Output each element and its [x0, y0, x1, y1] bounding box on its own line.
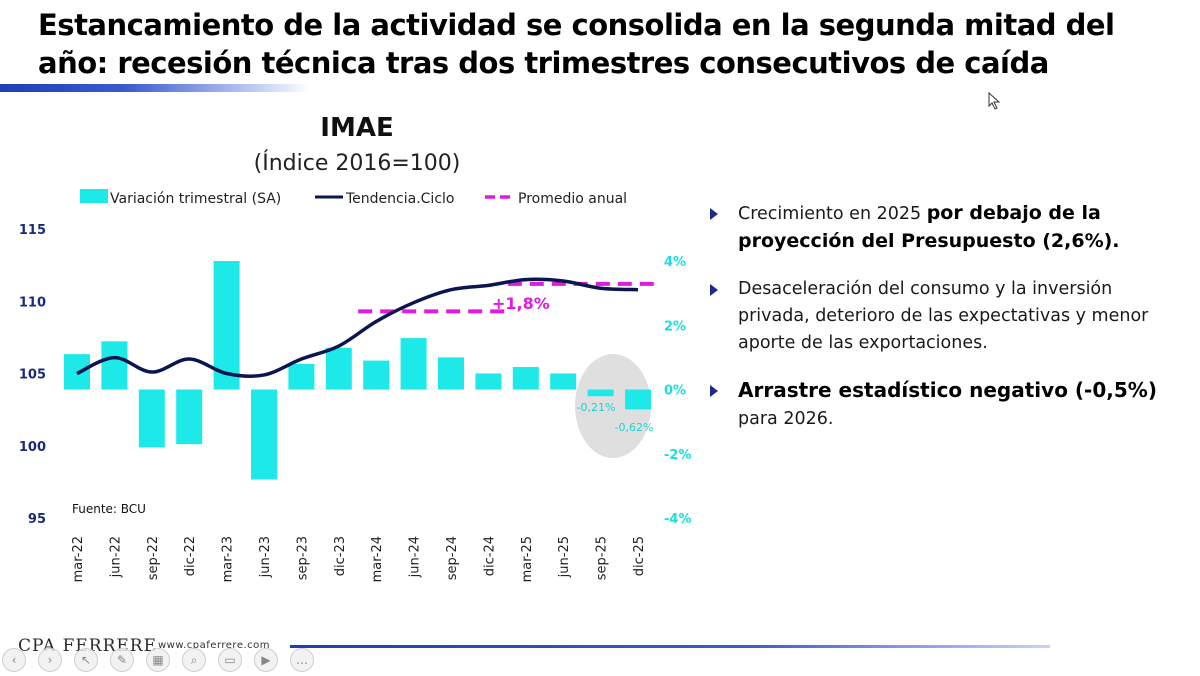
- x-tick-label-mar-25: mar-25: [520, 536, 535, 582]
- x-tick-label-jun-24: jun-24: [408, 536, 423, 578]
- trend-line: [76, 277, 639, 378]
- y-axis-left: 95 100 105 110 115: [19, 223, 46, 527]
- x-tick-label-sep-22: sep-22: [146, 536, 161, 580]
- bullet-arrow-icon: [710, 284, 718, 296]
- x-tick-label-jun-23: jun-23: [258, 536, 273, 578]
- bar-sep-23: [288, 363, 315, 390]
- pointer-icon[interactable]: ↖: [74, 648, 98, 672]
- x-tick-label-dic-24: dic-24: [482, 536, 497, 576]
- x-tick-label-dic-23: dic-23: [333, 536, 348, 576]
- bar-dic-22: [176, 389, 203, 445]
- y-left-tick-label: 100: [19, 440, 46, 455]
- x-tick-label-sep-23: sep-23: [295, 536, 310, 580]
- annotation-avg-2025: +1,8%: [492, 294, 550, 313]
- y-axis-right: 4% 2% 0% -2% -4%: [664, 255, 691, 527]
- chart-title: IMAE: [320, 113, 393, 143]
- chart-subtitle: (Índice 2016=100): [254, 150, 461, 176]
- y-right-tick-label: 0%: [664, 384, 686, 399]
- bar-jun-24: [400, 338, 427, 390]
- y-right-tick-label: -2%: [664, 448, 691, 463]
- x-tick-label-sep-24: sep-24: [445, 536, 460, 580]
- bar-dic-24: [475, 373, 502, 390]
- pen-icon[interactable]: ✎: [110, 648, 134, 672]
- mouse-cursor-icon: [988, 91, 1002, 114]
- bar-dic-25: [625, 389, 651, 410]
- bar-mar-23: [213, 261, 240, 390]
- bullet-list: Crecimiento en 2025 por debajo de la pro…: [706, 200, 1176, 453]
- x-axis-labels: mar-22 jun-22 sep-22 dic-22 mar-23 jun-23 sep-…: [71, 536, 647, 582]
- legend-label-bars: Variación trimestral (SA): [110, 191, 281, 207]
- bar-sep-24: [438, 357, 464, 390]
- slide-title: Estancamiento de la actividad se consoli…: [38, 8, 1115, 80]
- y-left-tick-label: 95: [28, 512, 46, 527]
- y-right-tick-label: 2%: [664, 319, 686, 334]
- arrow-left-icon[interactable]: ‹: [2, 648, 26, 672]
- bar-mar-25: [512, 367, 539, 390]
- bullet-1: Crecimiento en 2025 por debajo de la pro…: [706, 200, 1176, 256]
- bullet-3: Arrastre estadístico negativo (-0,5%) pa…: [706, 377, 1176, 433]
- x-tick-label-jun-25: jun-25: [557, 536, 572, 578]
- search-icon[interactable]: ⌕: [182, 648, 206, 672]
- y-left-tick-label: 110: [19, 295, 46, 310]
- x-tick-label-jun-22: jun-22: [108, 536, 123, 578]
- bullet-arrow-icon: [710, 385, 718, 397]
- legend-label-line: Tendencia.Ciclo: [345, 191, 454, 207]
- footer-accent-line: [290, 645, 1050, 648]
- more-icon[interactable]: …: [290, 648, 314, 672]
- subtitles-icon[interactable]: ▭: [218, 648, 242, 672]
- bar-jun-22: [101, 341, 128, 390]
- bar-sep-25: [587, 389, 614, 397]
- bar-sep-22: [138, 389, 165, 448]
- bar-mar-24: [363, 360, 390, 390]
- annotation-sep25: -0,21%: [577, 401, 616, 414]
- camera-icon[interactable]: ▶: [254, 648, 278, 672]
- y-left-tick-label: 105: [19, 368, 46, 383]
- imae-chart: IMAE (Índice 2016=100) Variación trimest…: [19, 113, 692, 582]
- bullet-arrow-icon: [710, 208, 718, 220]
- x-tick-label-sep-25: sep-25: [595, 536, 610, 580]
- bar-jun-25: [550, 373, 577, 390]
- chart-legend: Variación trimestral (SA) Tendencia.Cicl…: [80, 189, 627, 207]
- annotation-dic25: -0,62%: [615, 421, 654, 434]
- arrow-right-icon[interactable]: ›: [38, 648, 62, 672]
- legend-label-dash: Promedio anual: [518, 191, 627, 207]
- x-tick-label-dic-25: dic-25: [632, 536, 647, 576]
- grid-icon[interactable]: ▦: [146, 648, 170, 672]
- legend-swatch-bars: [80, 189, 108, 203]
- bar-dic-23: [325, 347, 352, 390]
- title-accent-bar: [0, 84, 310, 92]
- x-tick-label-mar-22: mar-22: [71, 536, 86, 582]
- x-tick-label-dic-22: dic-22: [183, 536, 198, 576]
- x-tick-label-mar-24: mar-24: [370, 536, 385, 582]
- x-tick-label-mar-23: mar-23: [221, 536, 236, 582]
- y-right-tick-label: 4%: [664, 255, 686, 270]
- bar-jun-23: [251, 389, 277, 480]
- y-left-tick-label: 115: [19, 223, 46, 238]
- highlight-ellipse: [575, 354, 651, 458]
- y-right-tick-label: -4%: [664, 512, 691, 527]
- bullet-2: Desaceleración del consumo y la inversió…: [706, 276, 1176, 357]
- company-url[interactable]: www.cpaferrere.com: [158, 640, 271, 651]
- chart-source: Fuente: BCU: [72, 502, 146, 516]
- trend-points: [76, 279, 639, 376]
- bar-series: [64, 261, 651, 480]
